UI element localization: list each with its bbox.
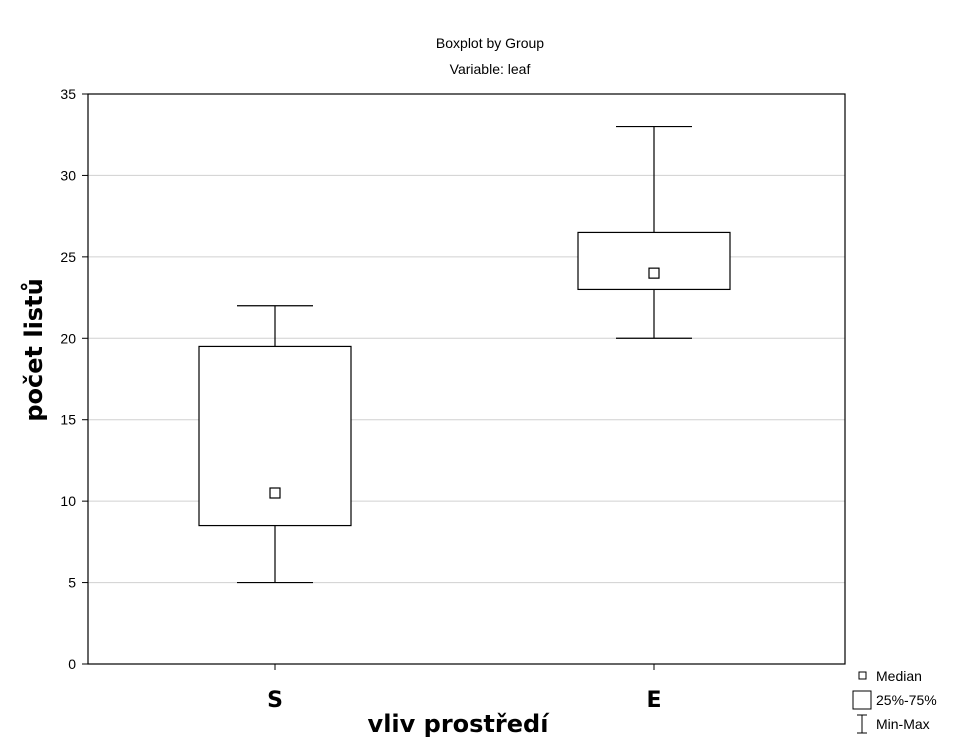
y-tick-label: 30 bbox=[60, 167, 76, 183]
legend-label: 25%-75% bbox=[876, 692, 937, 708]
chart-subtitle: Variable: leaf bbox=[450, 61, 531, 77]
median-marker bbox=[648, 267, 660, 279]
legend-whisker-icon bbox=[857, 714, 867, 734]
y-axis-label: počet listů bbox=[20, 278, 48, 421]
x-axis-label: vliv prostředí bbox=[368, 710, 551, 738]
box-iqr bbox=[577, 231, 731, 291]
legend-box-icon bbox=[852, 690, 872, 710]
box-S bbox=[198, 305, 352, 584]
plot-frame bbox=[87, 93, 846, 665]
legend-median-icon bbox=[858, 671, 867, 680]
median-marker bbox=[269, 487, 281, 499]
x-category-label: S bbox=[267, 688, 283, 713]
legend-label: Median bbox=[876, 668, 922, 684]
y-tick-label: 25 bbox=[60, 249, 76, 265]
boxes bbox=[198, 125, 731, 584]
x-category-label: E bbox=[646, 688, 661, 713]
chart-title: Boxplot by Group bbox=[436, 35, 544, 51]
y-tick-label: 20 bbox=[60, 330, 76, 346]
box-iqr bbox=[198, 345, 352, 527]
legend-label: Min-Max bbox=[876, 716, 930, 732]
y-tick-label: 5 bbox=[68, 575, 76, 591]
y-axis: 0 5 10 15 20 25 30 35 bbox=[60, 86, 88, 672]
y-tick-label: 0 bbox=[68, 656, 76, 672]
legend: Median 25%-75% Min-Max bbox=[852, 668, 937, 734]
y-tick-label: 10 bbox=[60, 493, 76, 509]
y-tick-label: 15 bbox=[60, 412, 76, 428]
y-tick-label: 35 bbox=[60, 86, 76, 102]
box-E bbox=[577, 125, 731, 339]
